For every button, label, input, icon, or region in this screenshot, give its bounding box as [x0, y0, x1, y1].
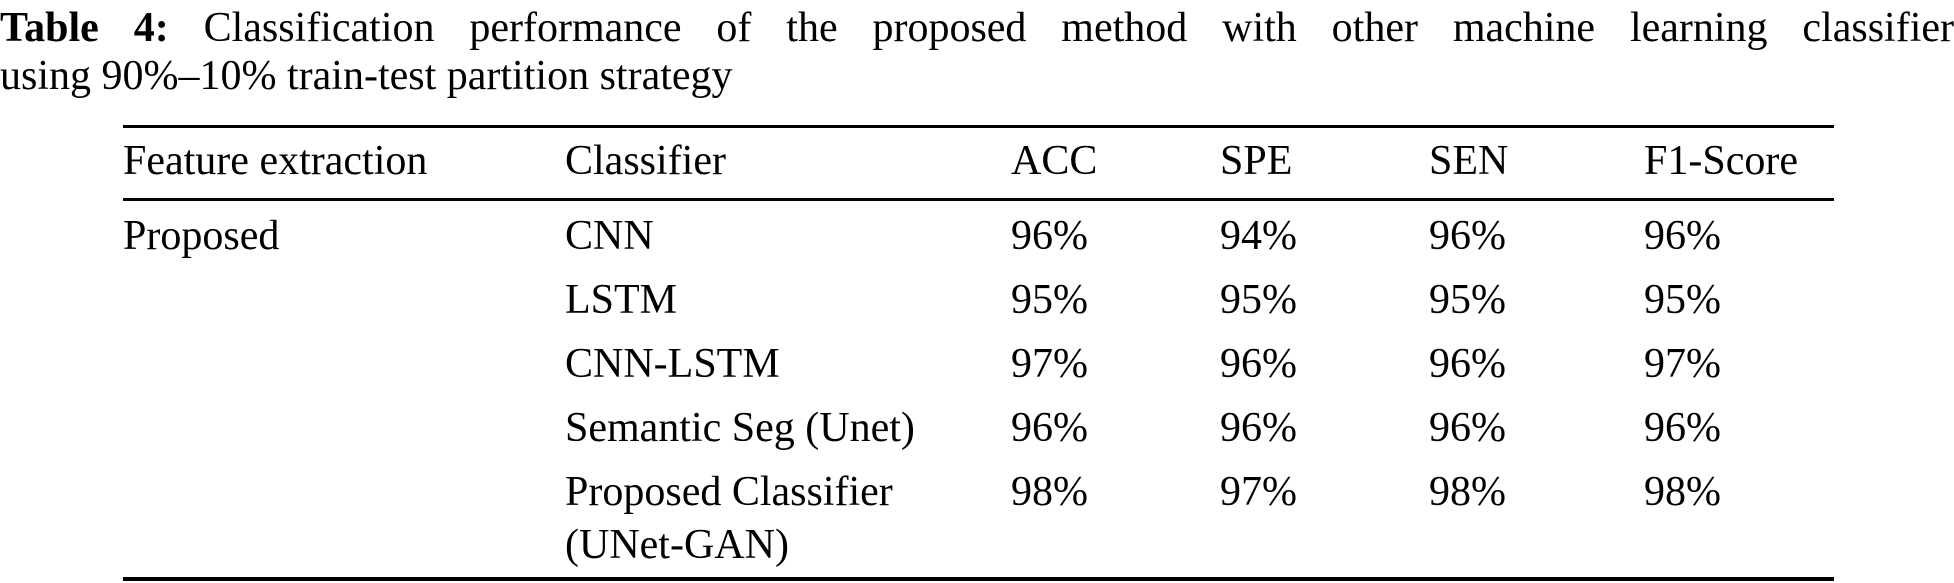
caption-text: Classification performance of the propos…	[203, 5, 1954, 51]
cell-classifier: CNN-LSTM	[565, 341, 780, 387]
table-row: Proposed CNN 96% 94% 96% 96%	[123, 200, 1834, 269]
cell-acc: 95%	[1011, 277, 1088, 323]
cell-sen: 96%	[1429, 405, 1506, 451]
cell-f1: 96%	[1644, 213, 1721, 259]
caption-line-1: Table 4: Classification performance of t…	[0, 4, 1954, 52]
cell-f1: 97%	[1644, 341, 1721, 387]
cell-f1: 98%	[1644, 469, 1721, 515]
cell-spe: 97%	[1220, 469, 1297, 515]
table-row: Semantic Seg (Unet) 96% 96% 96% 96%	[123, 396, 1834, 460]
cell-acc: 97%	[1011, 341, 1088, 387]
cell-classifier: LSTM	[565, 277, 678, 323]
cell-sen: 95%	[1429, 277, 1506, 323]
header-classifier: Classifier	[565, 138, 726, 184]
cell-acc: 96%	[1011, 405, 1088, 451]
cell-f1: 96%	[1644, 405, 1721, 451]
cell-feature	[123, 332, 565, 396]
cell-classifier: Semantic Seg (Unet)	[565, 405, 915, 451]
cell-feature	[123, 396, 565, 460]
cell-acc: 98%	[1011, 469, 1088, 515]
header-feature-extraction: Feature extraction	[123, 138, 428, 184]
caption-line-2: using 90%–10% train-test partition strat…	[0, 53, 733, 99]
cell-sen: 96%	[1429, 341, 1506, 387]
header-spe: SPE	[1220, 138, 1293, 184]
cell-spe: 96%	[1220, 405, 1297, 451]
cell-feature	[123, 460, 565, 579]
header-f1-score: F1-Score	[1644, 138, 1798, 184]
cell-f1: 95%	[1644, 277, 1721, 323]
cell-spe: 95%	[1220, 277, 1297, 323]
table-row: Proposed Classifier (UNet-GAN) 98% 97% 9…	[123, 460, 1834, 579]
table-caption: Table 4: Classification performance of t…	[0, 4, 1954, 100]
cell-classifier: Proposed Classifier (UNet-GAN)	[565, 469, 893, 568]
table-row: LSTM 95% 95% 95% 95%	[123, 268, 1834, 332]
cell-classifier: CNN	[565, 213, 654, 259]
cell-spe: 96%	[1220, 341, 1297, 387]
cell-acc: 96%	[1011, 213, 1088, 259]
caption-label: Table 4:	[0, 5, 169, 51]
table-row: CNN-LSTM 97% 96% 96% 97%	[123, 332, 1834, 396]
cell-sen: 96%	[1429, 213, 1506, 259]
header-row: Feature extraction Classifier ACC SPE SE…	[123, 127, 1834, 200]
cell-feature	[123, 268, 565, 332]
cell-spe: 94%	[1220, 213, 1297, 259]
cell-sen: 98%	[1429, 469, 1506, 515]
cell-feature: Proposed	[123, 213, 280, 259]
classification-performance-table: Feature extraction Classifier ACC SPE SE…	[123, 125, 1834, 581]
header-sen: SEN	[1429, 138, 1509, 184]
header-acc: ACC	[1011, 138, 1098, 184]
